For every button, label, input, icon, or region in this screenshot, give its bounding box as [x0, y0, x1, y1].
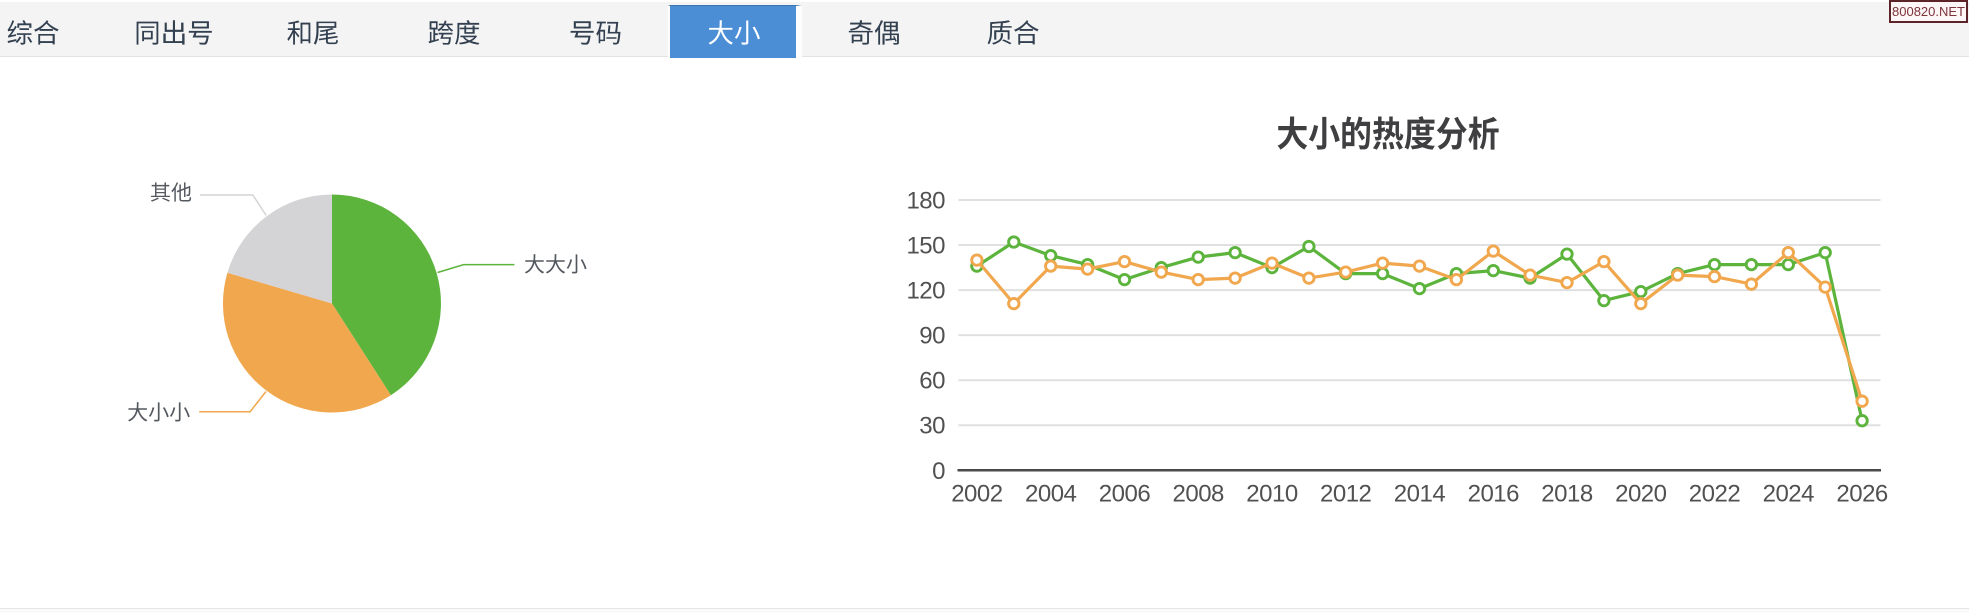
svg-text:2014: 2014: [1394, 481, 1446, 508]
svg-text:2002: 2002: [951, 481, 1003, 508]
svg-text:30: 30: [919, 413, 945, 440]
svg-text:2016: 2016: [1468, 481, 1520, 508]
svg-text:2024: 2024: [1763, 481, 1815, 508]
svg-text:150: 150: [906, 233, 945, 260]
svg-text:2004: 2004: [1025, 481, 1077, 508]
svg-text:2012: 2012: [1320, 481, 1372, 508]
svg-text:2022: 2022: [1689, 481, 1741, 508]
svg-text:60: 60: [919, 368, 945, 395]
svg-text:2018: 2018: [1541, 481, 1593, 508]
svg-text:2020: 2020: [1615, 481, 1667, 508]
svg-text:120: 120: [906, 278, 945, 305]
svg-text:2010: 2010: [1246, 481, 1298, 508]
svg-text:180: 180: [906, 188, 945, 215]
svg-text:90: 90: [919, 323, 945, 350]
svg-text:0: 0: [932, 458, 945, 485]
svg-text:2008: 2008: [1173, 481, 1225, 508]
svg-text:2006: 2006: [1099, 481, 1151, 508]
svg-text:2026: 2026: [1836, 481, 1888, 508]
